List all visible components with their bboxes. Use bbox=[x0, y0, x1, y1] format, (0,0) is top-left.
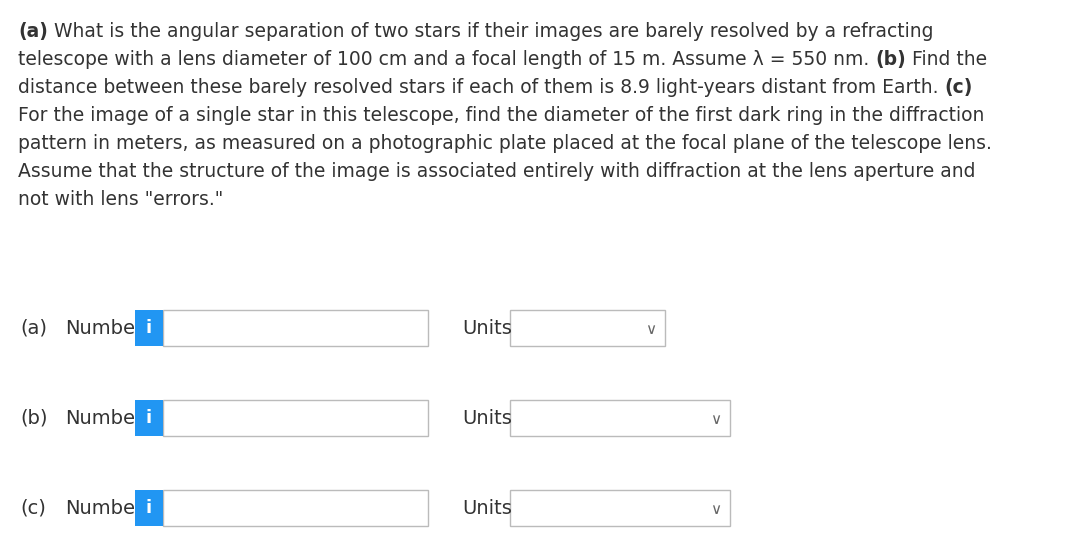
Bar bbox=[510, 490, 730, 526]
Text: i: i bbox=[146, 409, 152, 427]
Text: Number: Number bbox=[65, 409, 143, 428]
Bar bbox=[135, 310, 162, 346]
Text: ∨: ∨ bbox=[711, 503, 722, 518]
Text: (b): (b) bbox=[876, 50, 907, 69]
Text: Find the: Find the bbox=[907, 50, 987, 69]
Text: Units: Units bbox=[462, 499, 512, 518]
Text: not with lens "errors.": not with lens "errors." bbox=[18, 190, 223, 209]
Text: ∨: ∨ bbox=[646, 322, 656, 337]
Bar bbox=[135, 400, 162, 436]
Bar bbox=[162, 400, 428, 436]
Text: Units: Units bbox=[462, 319, 512, 337]
Text: pattern in meters, as measured on a photographic plate placed at the focal plane: pattern in meters, as measured on a phot… bbox=[18, 134, 992, 153]
Text: Number: Number bbox=[65, 499, 143, 518]
Bar bbox=[162, 490, 428, 526]
Text: (a): (a) bbox=[20, 319, 47, 337]
Text: i: i bbox=[146, 499, 152, 517]
Text: ∨: ∨ bbox=[711, 413, 722, 428]
Text: Number: Number bbox=[65, 319, 143, 337]
Bar bbox=[510, 310, 665, 346]
Text: telescope with a lens diameter of 100 cm and a focal length of 15 m. Assume λ = : telescope with a lens diameter of 100 cm… bbox=[18, 50, 876, 69]
Bar bbox=[135, 490, 162, 526]
Text: (c): (c) bbox=[20, 499, 46, 518]
Bar bbox=[510, 400, 730, 436]
Text: Assume that the structure of the image is associated entirely with diffraction a: Assume that the structure of the image i… bbox=[18, 162, 976, 181]
Text: For the image of a single star in this telescope, find the diameter of the first: For the image of a single star in this t… bbox=[18, 106, 985, 125]
Text: (c): (c) bbox=[945, 78, 973, 97]
Text: distance between these barely resolved stars if each of them is 8.9 light-years : distance between these barely resolved s… bbox=[18, 78, 945, 97]
Text: i: i bbox=[146, 319, 152, 337]
Bar bbox=[162, 310, 428, 346]
Text: (a): (a) bbox=[18, 22, 48, 41]
Text: Units: Units bbox=[462, 409, 512, 428]
Text: What is the angular separation of two stars if their images are barely resolved : What is the angular separation of two st… bbox=[48, 22, 933, 41]
Text: (b): (b) bbox=[20, 409, 47, 428]
